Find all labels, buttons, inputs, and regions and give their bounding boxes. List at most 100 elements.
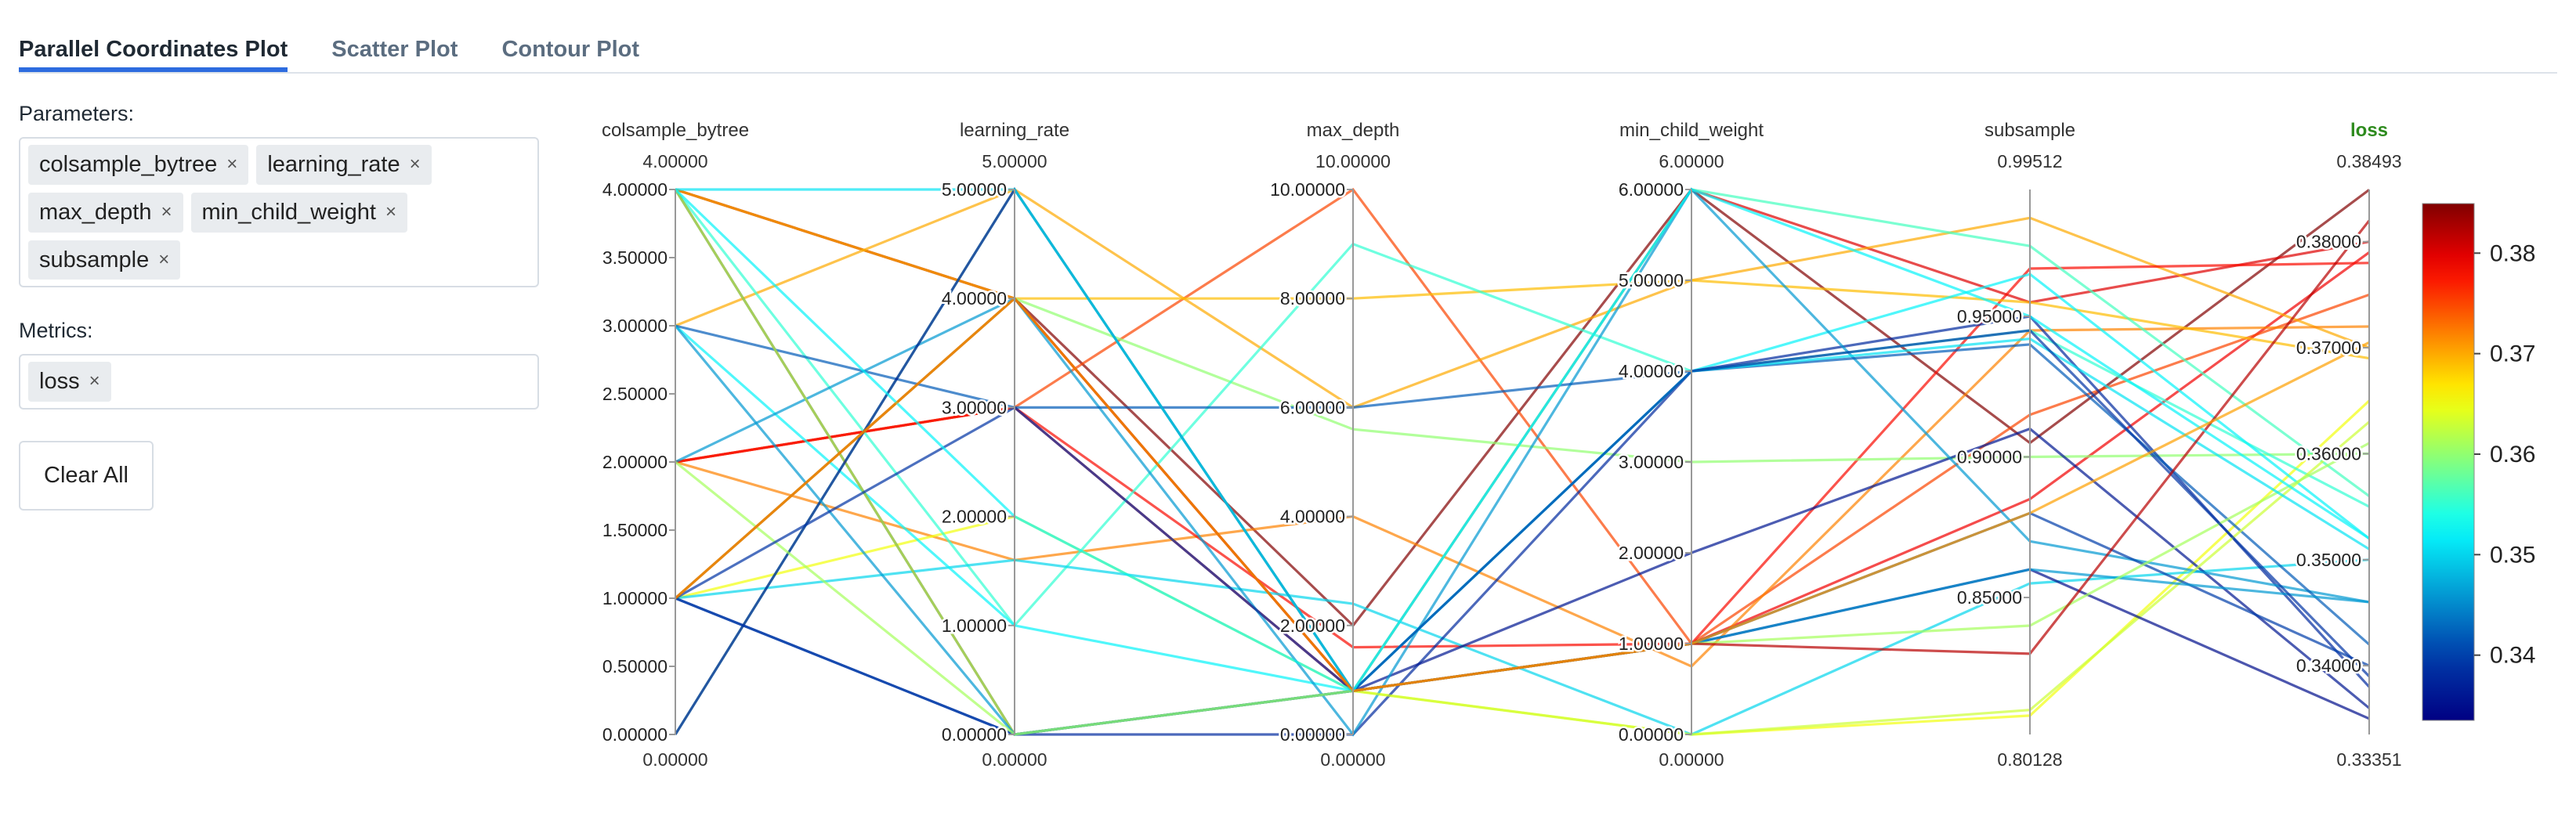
trial-line [675,188,2370,410]
remove-chip-icon[interactable]: × [385,200,396,222]
tick-label: 10.00000 [1270,179,1345,200]
metric-chip: loss × [28,362,111,402]
metrics-select[interactable]: loss × [19,354,539,410]
param-chip: colsample_bytree × [28,145,249,185]
param-chip: subsample × [28,240,181,280]
tick-label: 1.50000 [602,520,668,540]
remove-chip-icon[interactable]: × [89,370,100,392]
axis-max-label: 6.00000 [1659,151,1724,171]
tick-label: 6.00000 [1280,397,1345,417]
remove-chip-icon[interactable]: × [161,200,172,222]
axis-max-label: 0.99512 [1997,151,2062,171]
tick-label: 0.36000 [2296,443,2361,464]
tick-label: 0.00000 [942,724,1007,745]
tick-label: 3.50000 [602,247,668,268]
tick-label: 0.37000 [2296,337,2361,358]
tick-label: 1.00000 [602,588,668,608]
chip-label: min_child_weight [201,199,376,225]
trial-line [675,399,2371,736]
tick-label: 4.00000 [602,179,668,200]
chip-label: colsample_bytree [39,152,218,177]
trial-line [675,558,2370,736]
tick-label: 3.00000 [942,397,1007,417]
axis-max-label: 4.00000 [642,151,707,171]
tick-label: 1.00000 [1619,633,1684,654]
axis-title: colsample_bytree [602,120,749,141]
tick-label: 0.38000 [2296,232,2361,252]
tick-label: 2.00000 [1619,543,1684,563]
tick-label: 5.00000 [1619,270,1684,290]
tab-contour-plot[interactable]: Contour Plot [501,37,640,62]
chip-label: subsample [39,247,150,272]
tick-label: 3.00000 [1619,452,1684,472]
trial-line [675,187,2370,628]
trial-line [675,329,2371,693]
trial-line [675,262,2370,649]
colorbar-tick-label: 0.35 [2490,542,2535,568]
trial-line [675,324,2371,646]
axis-title: max_depth [1307,120,1400,141]
tick-label: 0.50000 [602,656,668,677]
axis-max-label: 5.00000 [982,151,1047,171]
trial-line [674,188,2370,693]
param-chip: max_depth × [28,192,183,233]
tick-label: 0.90000 [1957,447,2022,467]
tab-bar: Parallel Coordinates Plot Scatter Plot C… [19,0,2557,74]
trial-line [674,296,2370,693]
tick-label: 1.00000 [942,615,1007,636]
axis-min-label: 0.33351 [2336,749,2401,770]
axis-title: min_child_weight [1619,120,1764,141]
metrics-label: Metrics: [19,319,93,343]
tick-label: 4.00000 [942,288,1007,309]
clear-all-button[interactable]: Clear All [19,441,154,511]
axis-min-label: 0.00000 [642,749,707,770]
tick-label: 0.35000 [2296,550,2361,570]
trial-line [674,189,2371,736]
tick-label: 3.00000 [602,316,668,336]
tick-label: 4.00000 [1280,507,1345,527]
trial-line [675,187,2370,737]
parameters-label: Parameters: [19,102,135,125]
colorbar-tick-label: 0.38 [2490,240,2535,266]
tick-label: 2.00000 [942,507,1007,527]
colorbar-tick-label: 0.34 [2490,643,2535,669]
tick-label: 5.00000 [942,179,1007,200]
axis-min-label: 0.80128 [1997,749,2062,770]
axis-max-label: 10.00000 [1315,151,1391,171]
axis-title: learning_rate [960,120,1069,141]
remove-chip-icon[interactable]: × [158,248,170,270]
remove-chip-icon[interactable]: × [409,153,421,175]
tick-label: 8.00000 [1280,288,1345,309]
tab-scatter-plot[interactable]: Scatter Plot [331,37,458,62]
parallel-coordinates-chart: colsample_bytree 4.00000 0.00000 4.00000 3.5… [564,110,2570,814]
parameters-select[interactable]: colsample_bytree × learning_rate × max_dep… [19,137,539,288]
colorbar-tick-label: 0.37 [2490,341,2535,367]
tab-parallel-coordinates[interactable]: Parallel Coordinates Plot [19,38,288,72]
remove-chip-icon[interactable]: × [226,153,238,175]
controls-panel: Parameters: colsample_bytree × learning_r… [19,102,539,511]
trial-line [675,325,2370,668]
axis-title: subsample [1984,120,2075,141]
colorbar [2422,203,2475,721]
axis-min-label: 0.00000 [982,749,1047,770]
tick-label: 0.34000 [2296,655,2361,676]
parallel-coordinates-svg: colsample_bytree 4.00000 0.00000 4.00000 3.5… [600,120,2535,770]
tick-label: 6.00000 [1619,179,1684,200]
tick-label: 2.00000 [602,452,668,472]
axis-min-label: 0.00000 [1659,749,1724,770]
axis-min-label: 0.00000 [1320,749,1385,770]
trial-line [674,272,2370,693]
tick-label: 0.00000 [1280,724,1345,745]
tick-label: 2.50000 [602,384,668,404]
tick-label: 0.00000 [1619,724,1684,745]
chip-label: learning_rate [267,152,400,177]
trial-line [674,442,2370,736]
tick-label: 0.85000 [1957,587,2022,608]
axis-max-label: 0.38493 [2336,151,2401,171]
trial-line [675,188,2370,360]
param-chip: min_child_weight × [190,192,407,233]
tick-label: 0.95000 [1957,306,2022,327]
tick-label: 0.00000 [602,724,668,745]
tick-label: 4.00000 [1619,361,1684,381]
axis-title: loss [2350,120,2388,141]
